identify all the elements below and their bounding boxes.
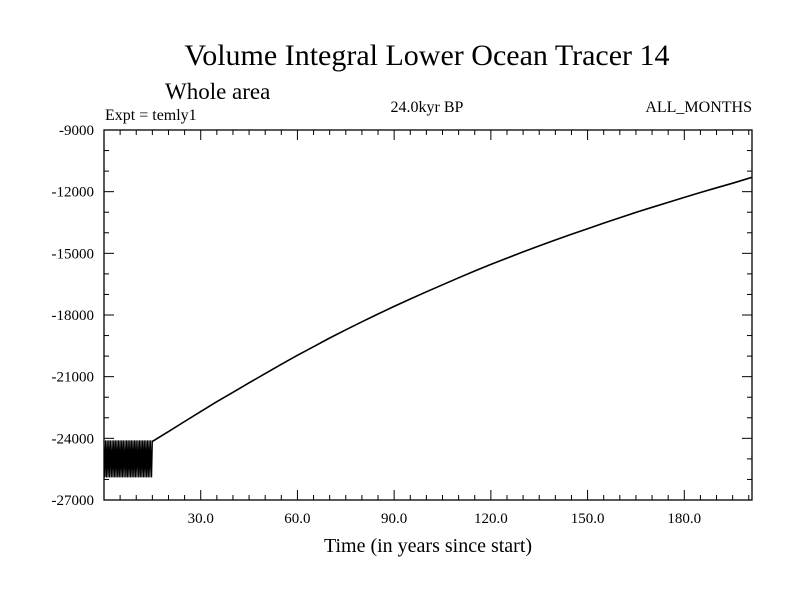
y-tick-label: -21000 [52, 370, 95, 386]
experiment-label: Expt = temly1 [105, 107, 197, 124]
y-tick-labels: -9000 -12000 -15000 -18000 -21000 -24000 -2700… [52, 123, 95, 509]
months-label: ALL_MONTHS [645, 99, 752, 116]
period-label: 24.0kyr BP [391, 99, 464, 116]
y-tick-label: -24000 [52, 431, 95, 447]
x-tick-label: 180.0 [667, 511, 701, 527]
x-tick-label: 150.0 [571, 511, 605, 527]
y-tick-label: -18000 [52, 308, 95, 324]
x-tick-label: 60.0 [284, 511, 310, 527]
plot-frame [103, 129, 753, 501]
y-tick-label: -15000 [52, 246, 95, 262]
x-tick-label: 90.0 [381, 511, 407, 527]
y-tick-label: -9000 [59, 123, 94, 139]
series-group [103, 176, 753, 478]
x-axis-label: Time (in years since start) [324, 535, 532, 557]
x-tick-labels: 30.0 60.0 90.0 120.0 150.0 180.0 [188, 511, 702, 527]
series-oscillation-segment [103, 440, 153, 478]
y-tick-label: -27000 [52, 493, 95, 509]
series-line [151, 176, 753, 443]
x-tick-label: 30.0 [188, 511, 214, 527]
chart-title: Volume Integral Lower Ocean Tracer 14 [184, 39, 669, 72]
axis-ticks [104, 129, 752, 501]
x-tick-label: 120.0 [474, 511, 508, 527]
y-tick-label: -12000 [52, 185, 95, 201]
chart-subtitle: Whole area [165, 79, 270, 104]
